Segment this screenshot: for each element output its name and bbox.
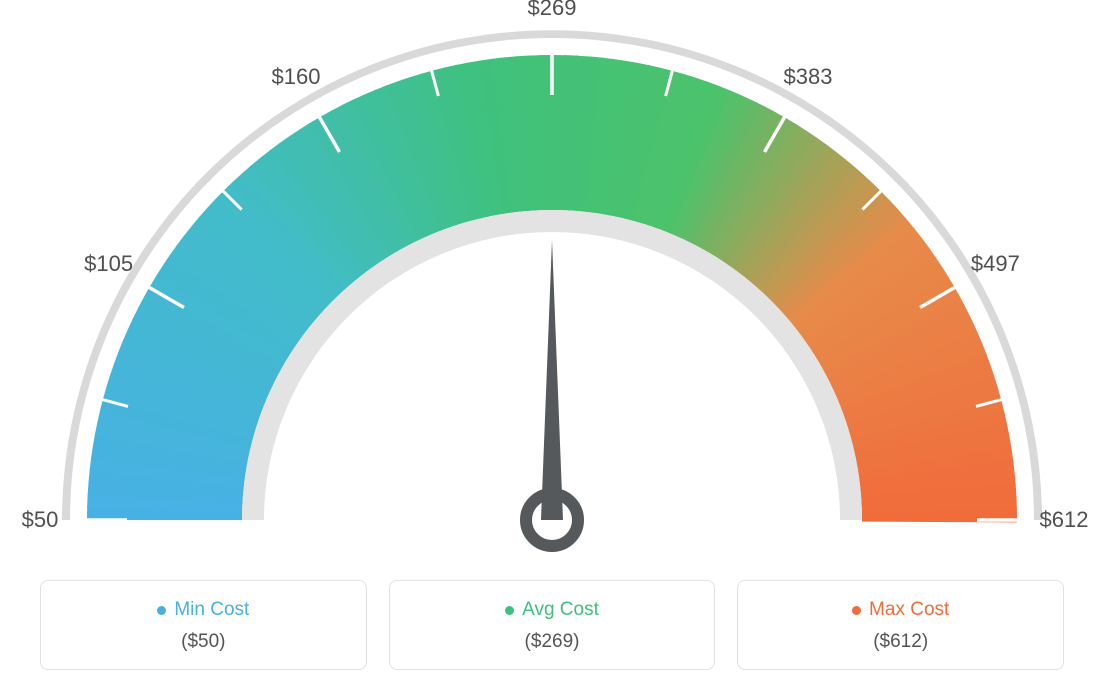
gauge-chart: $50 $105 $160 $269 $383 $497 $612	[0, 0, 1104, 560]
legend-dot-max	[852, 606, 861, 615]
legend-value-max: ($612)	[748, 631, 1053, 653]
gauge-svg	[0, 0, 1104, 560]
legend-title-avg: Avg Cost	[505, 599, 599, 621]
legend-dot-avg	[505, 606, 514, 615]
legend-row: Min Cost ($50) Avg Cost ($269) Max Cost …	[40, 580, 1064, 670]
gauge-tick-label: $269	[528, 0, 577, 21]
legend-title-max: Max Cost	[852, 599, 949, 621]
gauge-tick-label: $612	[1040, 507, 1089, 533]
gauge-tick-label: $383	[784, 64, 833, 90]
gauge-tick-label: $50	[22, 507, 59, 533]
legend-card-min: Min Cost ($50)	[40, 580, 367, 670]
legend-value-min: ($50)	[51, 631, 356, 653]
gauge-tick-label: $497	[971, 251, 1020, 277]
legend-card-avg: Avg Cost ($269)	[389, 580, 716, 670]
gauge-tick-label: $160	[272, 64, 321, 90]
legend-label-min: Min Cost	[174, 599, 249, 621]
legend-dot-min	[157, 606, 166, 615]
gauge-tick-label: $105	[84, 251, 133, 277]
legend-label-avg: Avg Cost	[522, 599, 599, 621]
legend-value-avg: ($269)	[400, 631, 705, 653]
legend-title-min: Min Cost	[157, 599, 249, 621]
legend-card-max: Max Cost ($612)	[737, 580, 1064, 670]
legend-label-max: Max Cost	[869, 599, 949, 621]
